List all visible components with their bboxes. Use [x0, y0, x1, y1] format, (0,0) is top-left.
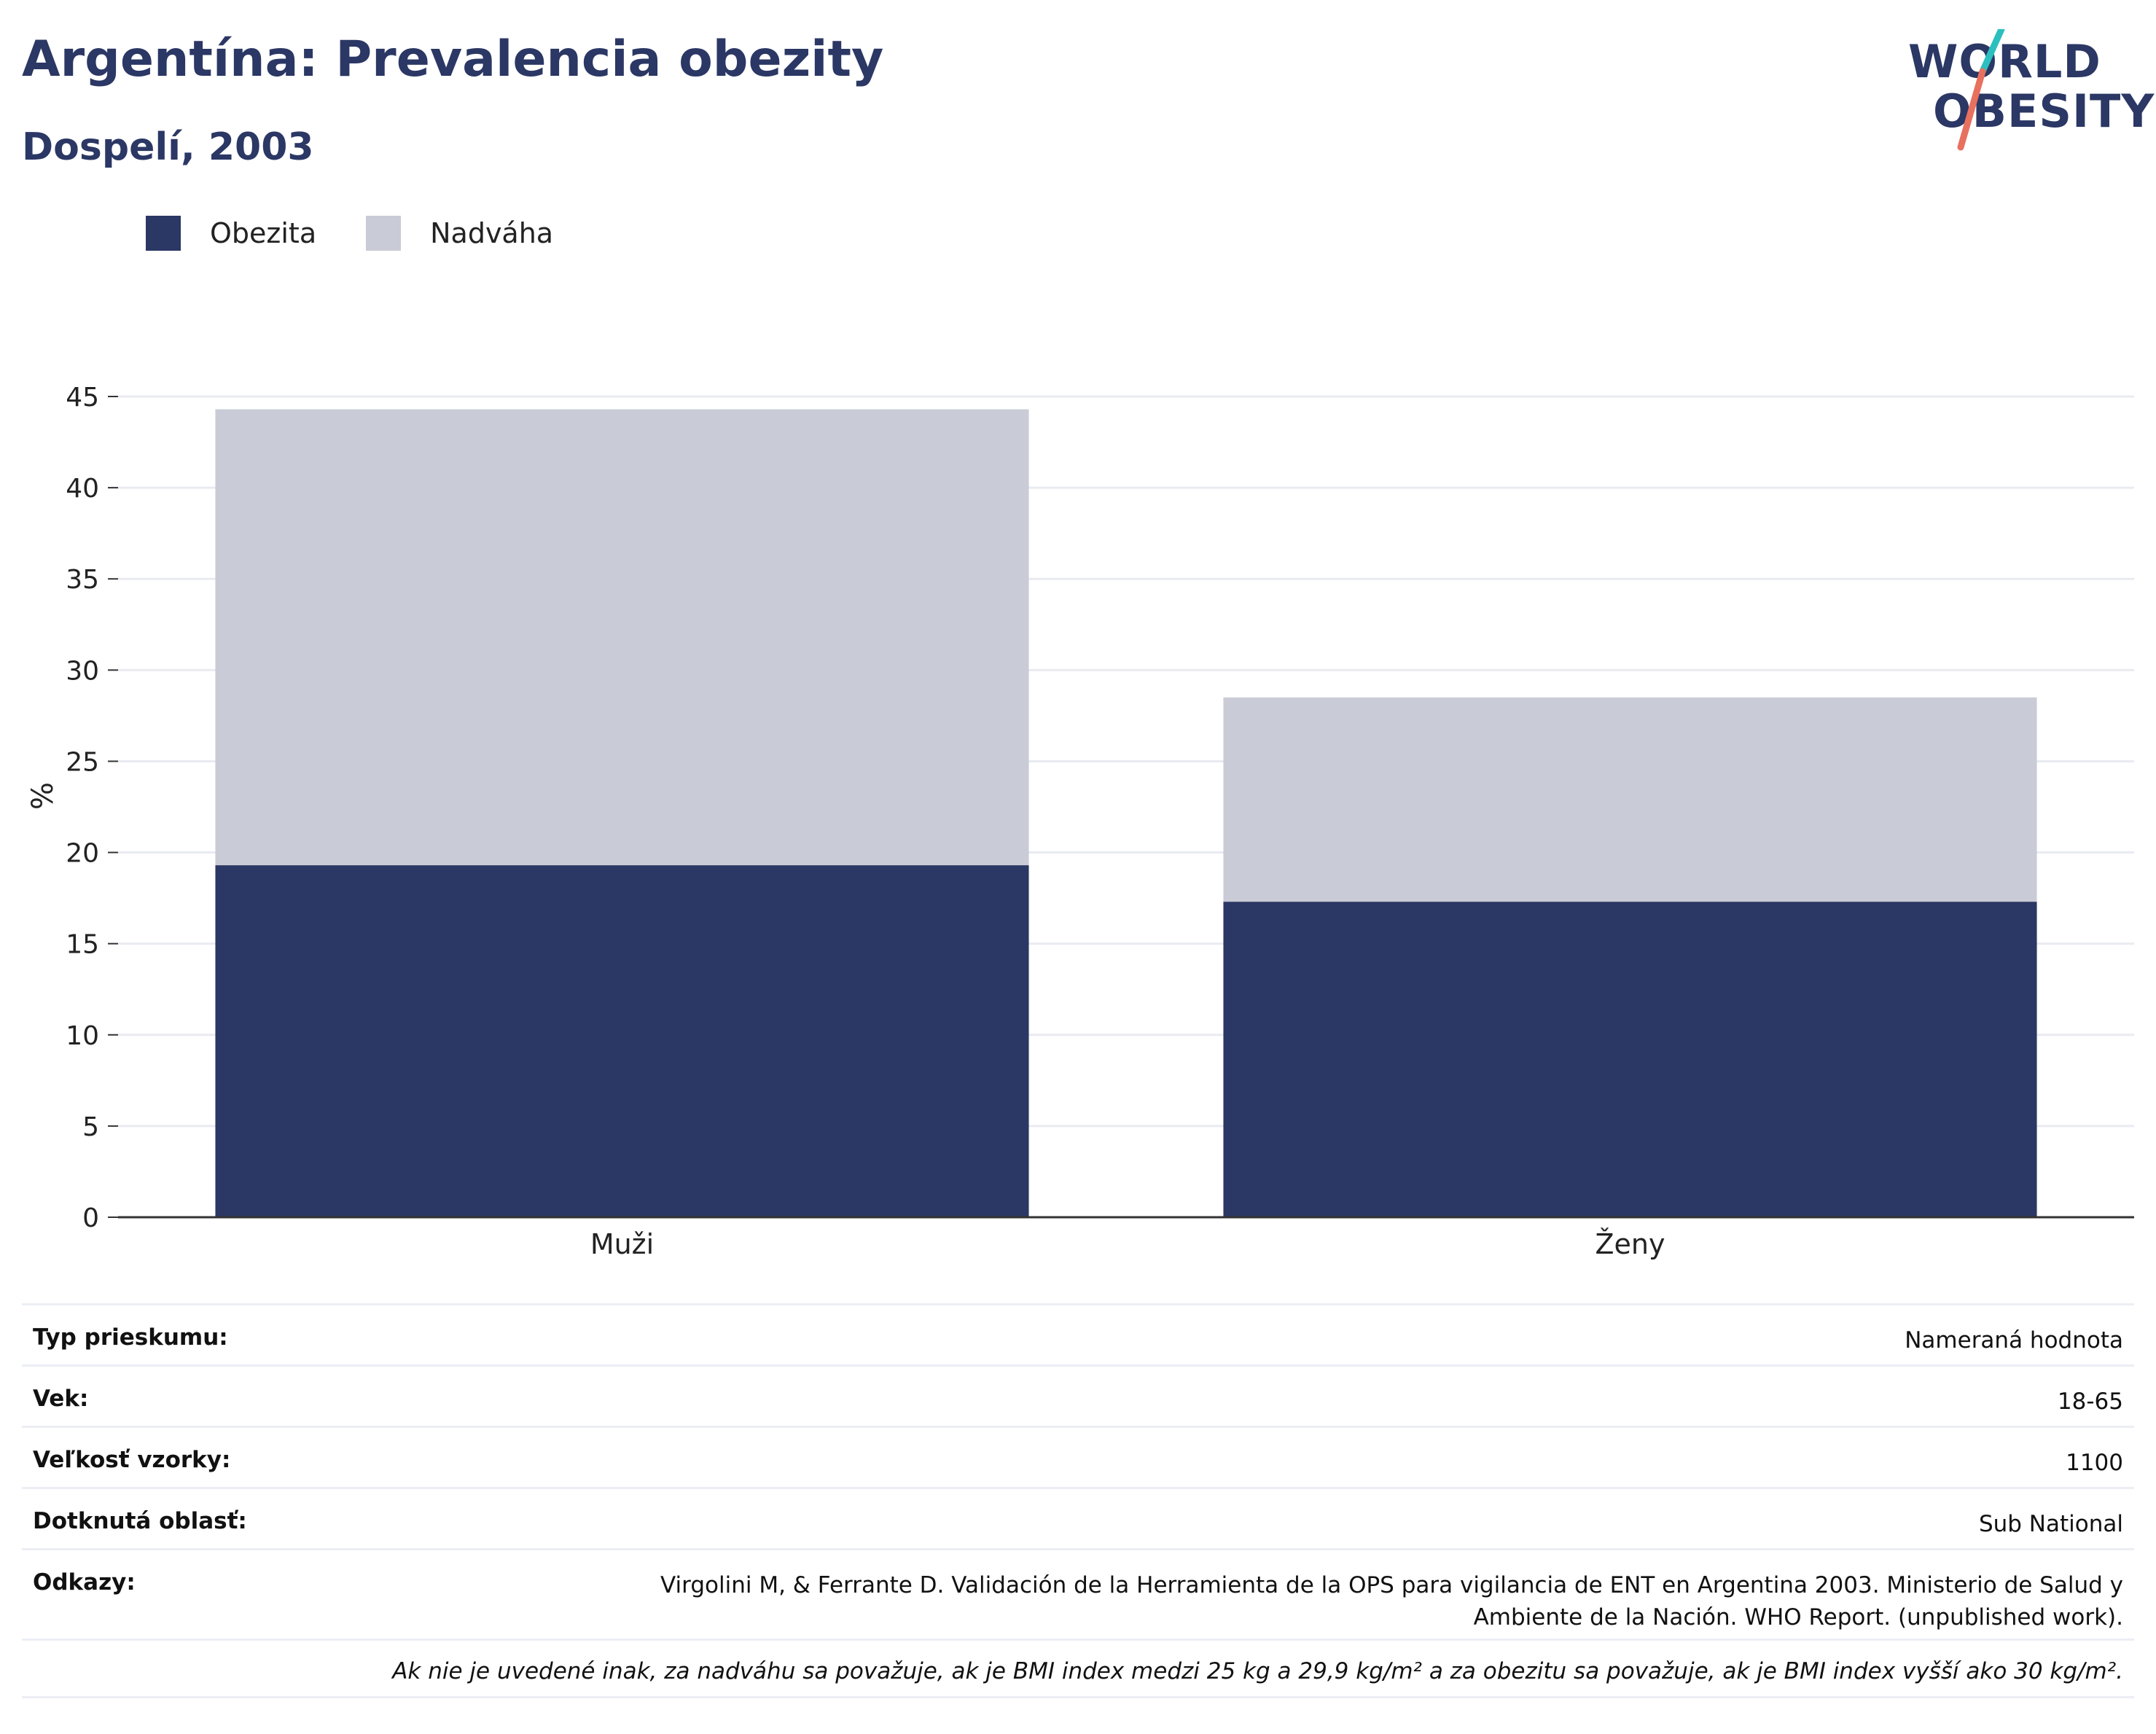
bmi-footnote-row: Ak nie je uvedené inak, za nadváhu sa po… — [22, 1639, 2134, 1698]
info-value: 18-65 — [2057, 1389, 2123, 1415]
info-row-sample-size: Veľkosť vzorky: 1100 — [22, 1426, 2134, 1487]
y-tick-label: 35 — [66, 565, 99, 595]
y-tick-label: 25 — [66, 747, 99, 777]
info-key: Veľkosť vzorky: — [33, 1447, 231, 1473]
bar-obezita-1[interactable] — [1223, 902, 2037, 1217]
info-row-survey-type: Typ prieskumu: Nameraná hodnota — [22, 1303, 2134, 1364]
chart-legend: Obezita Nadváha — [146, 216, 603, 251]
info-row-age: Vek: 18-65 — [22, 1364, 2134, 1426]
info-row-references: Odkazy: Virgolini M, & Ferrante D. Valid… — [22, 1548, 2134, 1639]
x-category-label: Muži — [590, 1228, 654, 1260]
bar-nadváha-0[interactable] — [215, 409, 1029, 866]
info-key: Typ prieskumu: — [33, 1324, 228, 1351]
y-tick-label: 20 — [66, 839, 99, 869]
y-tick-label: 10 — [66, 1021, 99, 1051]
info-value: 1100 — [2066, 1450, 2123, 1476]
info-key: Vek: — [33, 1386, 89, 1412]
legend-swatch-nadvaha — [366, 216, 402, 251]
chart-title: Argentína: Prevalencia obezity — [22, 31, 884, 88]
y-tick-label: 45 — [66, 383, 99, 413]
world-obesity-logo: WORLD OBESITY — [1895, 29, 2154, 153]
info-key: Odkazy: — [33, 1569, 136, 1596]
logo-slash-icon — [1957, 29, 2005, 151]
y-tick-label: 40 — [66, 474, 99, 504]
stacked-bar-chart: 0 5 10 15 20 25 30 35 40 45 Muži Ženy % — [26, 383, 2134, 1260]
bar-nadváha-1[interactable] — [1223, 697, 2037, 902]
legend-label-nadvaha: Nadváha — [430, 217, 554, 249]
info-row-area: Dotknutá oblasť: Sub National — [22, 1487, 2134, 1548]
chart-bars — [215, 409, 2037, 1217]
logo-text-line1: WORLD — [1908, 35, 2101, 88]
y-tick-label: 30 — [66, 656, 99, 686]
legend-item-nadvaha[interactable]: Nadváha — [366, 216, 553, 251]
info-value-references: Virgolini M, & Ferrante D. Validación de… — [660, 1572, 2123, 1630]
x-category-label: Ženy — [1595, 1228, 1665, 1260]
y-axis-title: % — [26, 782, 60, 810]
y-tick-label: 0 — [82, 1203, 99, 1233]
legend-item-obezita[interactable]: Obezita — [146, 216, 316, 251]
legend-label-obezita: Obezita — [210, 217, 317, 249]
chart-subtitle: Dospelí, 2003 — [22, 125, 314, 169]
info-value: Sub National — [1978, 1511, 2123, 1537]
chart-axes: 0 5 10 15 20 25 30 35 40 45 Muži Ženy — [66, 383, 2134, 1260]
info-key: Dotknutá oblasť: — [33, 1508, 247, 1534]
bmi-footnote: Ak nie je uvedené inak, za nadváhu sa po… — [392, 1658, 2123, 1684]
y-tick-label: 5 — [82, 1112, 99, 1142]
y-tick-label: 15 — [66, 930, 99, 960]
info-value: Nameraná hodnota — [1905, 1327, 2123, 1354]
bar-obezita-0[interactable] — [215, 865, 1029, 1217]
legend-swatch-obezita — [146, 216, 181, 251]
survey-info-table: Typ prieskumu: Nameraná hodnota Vek: 18-… — [22, 1303, 2134, 1698]
